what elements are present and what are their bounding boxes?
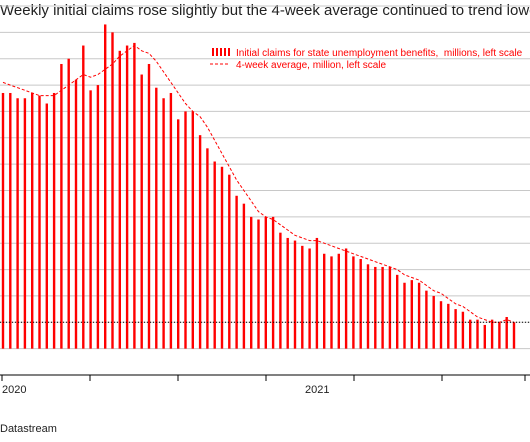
bar — [323, 253, 326, 349]
bar — [220, 166, 224, 349]
bar — [242, 203, 246, 349]
bar — [315, 237, 319, 349]
bar — [447, 303, 450, 349]
bar — [1, 92, 5, 349]
bar — [67, 58, 70, 349]
bar — [381, 266, 384, 349]
bar — [82, 45, 85, 349]
bar — [184, 111, 187, 349]
bar — [271, 216, 275, 349]
bar — [512, 322, 516, 349]
bar — [425, 290, 428, 349]
bar — [206, 148, 209, 349]
bar — [410, 280, 413, 349]
bar — [60, 63, 63, 349]
x-ticks: 2020 2021 — [1, 375, 526, 396]
bar — [213, 161, 216, 349]
bar — [286, 237, 289, 349]
bar — [483, 324, 486, 349]
bar — [228, 174, 231, 349]
bar — [257, 219, 260, 349]
x-tick-label: 2020 — [2, 384, 26, 396]
bar — [476, 319, 479, 349]
bar — [133, 42, 136, 349]
bar — [439, 301, 443, 349]
bar — [388, 266, 392, 349]
legend-line-label: 4-week average, million, left scale — [236, 60, 387, 71]
bar — [461, 311, 465, 349]
bar — [89, 90, 92, 349]
bar — [23, 98, 27, 349]
bar — [16, 98, 19, 349]
bar — [31, 92, 34, 349]
bar — [111, 32, 114, 349]
bar — [469, 319, 472, 349]
bar — [264, 216, 267, 349]
bar — [344, 248, 348, 349]
bar — [352, 256, 355, 349]
bar — [403, 282, 406, 349]
bar — [147, 63, 151, 349]
average-line — [2, 44, 515, 323]
legend-bar-swatch — [212, 48, 230, 56]
bar — [118, 50, 121, 349]
bar — [177, 119, 180, 349]
bar — [52, 92, 56, 349]
bar — [191, 111, 194, 349]
bar — [250, 216, 253, 349]
bar — [366, 264, 370, 349]
bar — [396, 274, 399, 349]
x-tick-label: 2021 — [305, 384, 329, 396]
bar — [235, 195, 238, 349]
legend: Initial claims for state unemployment be… — [210, 48, 523, 71]
bar — [505, 317, 508, 349]
bar — [279, 232, 282, 349]
bar — [45, 103, 48, 349]
bar-series — [1, 24, 516, 349]
bar — [293, 240, 297, 349]
bar — [38, 95, 41, 349]
bar — [337, 253, 340, 349]
bar — [432, 295, 435, 349]
bar — [74, 79, 78, 349]
bar — [308, 248, 311, 349]
bar — [169, 92, 173, 349]
bar — [454, 309, 457, 349]
legend-bar-label: Initial claims for state unemployment be… — [236, 48, 523, 59]
bar — [162, 98, 165, 349]
source-note: Datastream — [0, 423, 57, 435]
bar — [155, 87, 158, 349]
bar — [9, 92, 12, 349]
bar — [198, 135, 202, 349]
bar — [104, 24, 107, 349]
bar — [417, 282, 421, 349]
bar — [125, 45, 129, 349]
bar — [374, 266, 377, 349]
bar — [140, 74, 143, 349]
bar — [490, 319, 494, 349]
bar — [359, 259, 362, 349]
bar — [330, 256, 333, 349]
bar — [301, 245, 304, 349]
bar — [498, 322, 501, 349]
bar — [96, 85, 100, 349]
